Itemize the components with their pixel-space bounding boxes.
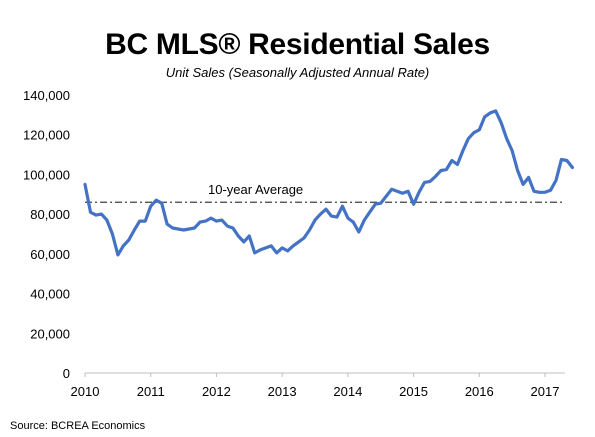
- source-note: Source: BCREA Economics: [10, 420, 146, 432]
- chart-subtitle: Unit Sales (Seasonally Adjusted Annual R…: [165, 65, 430, 80]
- y-tick-label: 0: [63, 366, 70, 381]
- x-tick-label: 2012: [202, 384, 231, 399]
- x-tick-label: 2016: [465, 384, 494, 399]
- y-tick-label: 80,000: [30, 207, 70, 222]
- y-tick-label: 140,000: [23, 88, 70, 103]
- y-tick-label: 120,000: [23, 128, 70, 143]
- y-axis: 0 20,000 40,000 60,000 80,000 100,000 120,000 1…: [23, 88, 70, 381]
- x-axis: 2010 2011 2012 2013 2014 2015 2016 2017: [71, 373, 560, 399]
- x-tick-label: 2013: [268, 384, 297, 399]
- series-line-residential-sales: [83, 109, 574, 257]
- y-tick-label: 20,000: [30, 326, 70, 341]
- x-tick-label: 2017: [531, 384, 560, 399]
- chart-title: BC MLS® Residential Sales: [105, 28, 490, 61]
- x-tick-label: 2014: [333, 384, 362, 399]
- y-tick-label: 60,000: [30, 247, 70, 262]
- y-tick-label: 40,000: [30, 287, 70, 302]
- x-tick-label: 2010: [71, 384, 100, 399]
- x-tick-label: 2015: [399, 384, 428, 399]
- x-tick-label: 2011: [137, 384, 165, 399]
- average-label: 10-year Average: [208, 182, 303, 197]
- y-tick-label: 100,000: [23, 167, 70, 182]
